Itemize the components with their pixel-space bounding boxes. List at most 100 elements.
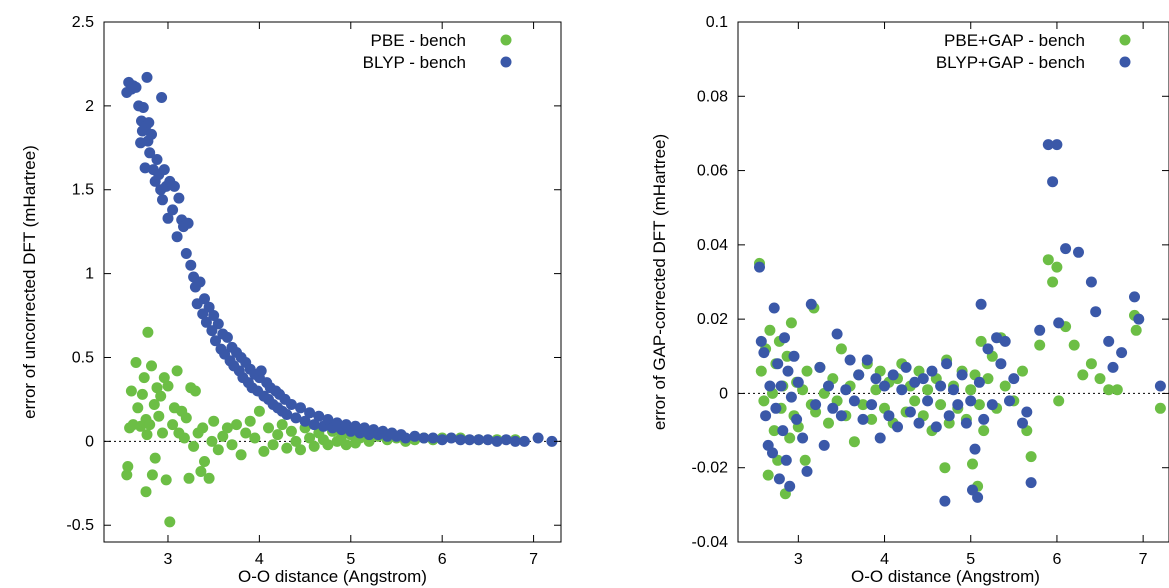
data-point-series-1 (122, 461, 134, 472)
data-point-series-1 (212, 444, 224, 456)
data-point-series-1 (1034, 339, 1046, 351)
points-layer (121, 71, 558, 528)
data-point-series-2 (285, 399, 297, 410)
data-point-series-2 (151, 154, 163, 165)
data-point-series-2 (870, 373, 882, 385)
x-tick-label: 4 (255, 551, 264, 568)
data-point-series-2 (995, 358, 1007, 370)
data-point-series-1 (999, 380, 1011, 392)
data-point-series-2 (768, 302, 780, 314)
data-point-series-2 (926, 365, 938, 377)
data-point-series-1 (755, 365, 767, 377)
data-point-series-2 (445, 432, 457, 444)
data-point-series-2 (853, 369, 865, 381)
data-point-series-1 (276, 419, 288, 431)
data-point-series-2 (913, 417, 925, 429)
data-point-series-2 (956, 369, 968, 381)
data-point-series-2 (775, 380, 787, 392)
data-point-series-2 (896, 384, 908, 396)
data-point-series-2 (818, 439, 830, 451)
data-point-series-1 (240, 427, 252, 439)
data-point-series-2 (1025, 477, 1037, 489)
data-point-series-1 (171, 365, 183, 377)
data-point-series-2 (848, 395, 860, 407)
data-point-series-2 (777, 425, 789, 437)
data-point-series-1 (768, 425, 780, 437)
data-point-series-2 (409, 430, 421, 442)
data-point-series-2 (930, 421, 942, 433)
data-point-series-1 (785, 317, 797, 329)
data-point-series-2 (1073, 246, 1084, 258)
data-point-series-2 (814, 361, 826, 373)
legend-marker (1119, 56, 1131, 68)
data-point-series-1 (206, 435, 218, 447)
data-point-series-1 (801, 365, 813, 377)
y-tick-label: 0 (85, 433, 94, 450)
data-point-series-1 (1111, 384, 1123, 396)
data-point-series-1 (188, 440, 200, 452)
data-point-series-2 (518, 435, 530, 447)
legend-marker (500, 34, 512, 46)
data-point-series-2 (1085, 276, 1097, 288)
data-point-series-2 (844, 354, 856, 366)
data-point-series-1 (180, 412, 192, 424)
data-point-series-1 (141, 429, 153, 441)
data-point-series-2 (400, 432, 412, 444)
data-point-series-2 (255, 365, 267, 377)
data-point-series-2 (141, 71, 153, 83)
data-point-series-1 (121, 469, 133, 481)
data-point-series-1 (304, 432, 316, 444)
x-tick-label: 7 (529, 551, 538, 568)
data-point-series-2 (1129, 291, 1140, 303)
data-point-series-2 (982, 343, 994, 355)
data-point-series-2 (171, 231, 183, 243)
data-point-series-2 (473, 434, 485, 446)
data-point-series-2 (900, 361, 912, 373)
x-tick-label: 6 (438, 551, 447, 568)
legend-marker (500, 56, 512, 68)
data-point-series-2 (827, 402, 839, 414)
data-point-series-1 (263, 422, 274, 434)
chart-panel-1: 3 4 5 6 7 -0.5 0 0.5 1 1.5 2 2.5 O-O distance (Angst… (20, 14, 562, 586)
data-point-series-2 (840, 384, 852, 396)
data-point-series-2 (784, 480, 796, 492)
x-tick-label: 5 (346, 551, 355, 568)
data-point-series-1 (155, 390, 167, 402)
data-point-series-2 (969, 443, 981, 455)
data-point-series-2 (782, 365, 794, 377)
data-point-series-1 (758, 395, 770, 407)
data-point-series-2 (948, 384, 959, 396)
data-point-series-2 (978, 413, 990, 425)
data-point-series-1 (231, 419, 242, 431)
data-point-series-1 (835, 343, 847, 355)
data-point-series-1 (762, 469, 774, 481)
data-point-series-2 (295, 402, 306, 414)
data-point-series-2 (509, 435, 521, 447)
data-point-series-1 (784, 432, 796, 444)
data-point-series-1 (799, 454, 811, 466)
x-axis-label: O-O distance (Angstrom) (851, 567, 1040, 586)
data-point-series-1 (138, 372, 150, 384)
legend-label: PBE - bench (371, 31, 466, 50)
data-point-series-2 (986, 399, 998, 411)
data-point-series-2 (965, 395, 977, 407)
data-point-series-2 (173, 192, 185, 204)
data-point-series-2 (436, 434, 448, 446)
data-point-series-1 (823, 417, 834, 429)
data-point-series-1 (870, 384, 882, 396)
data-point-series-1 (235, 449, 247, 461)
x-tick-label: 6 (1052, 551, 1061, 568)
data-point-series-1 (965, 384, 977, 396)
data-point-series-2 (308, 419, 320, 431)
data-point-series-2 (139, 162, 151, 174)
data-point-series-1 (249, 432, 261, 444)
data-point-series-2 (304, 407, 316, 419)
data-point-series-1 (146, 469, 158, 481)
data-point-series-2 (290, 412, 302, 424)
data-point-series-1 (142, 326, 154, 338)
x-tick-label: 5 (966, 551, 975, 568)
data-point-series-2 (780, 454, 792, 466)
data-point-series-1 (158, 372, 170, 384)
data-point-series-1 (162, 380, 174, 392)
data-point-series-1 (157, 427, 168, 439)
